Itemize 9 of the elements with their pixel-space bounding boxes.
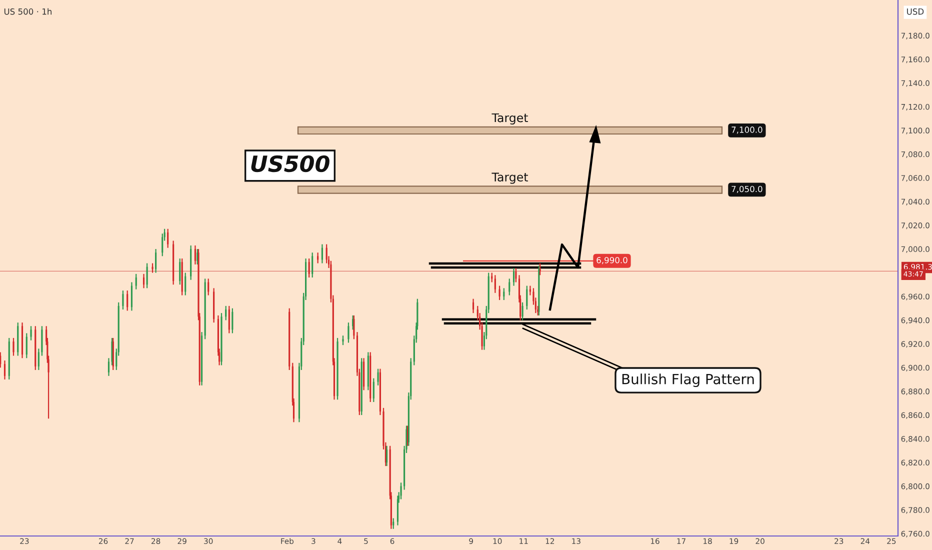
- text: US 500 · 1h: [4, 8, 52, 15]
- annotation: 7,050.0: [732, 186, 762, 194]
- band-label: Target: [492, 172, 528, 184]
- annotation: 7,100.0: [732, 126, 762, 134]
- annotation: US500: [251, 155, 330, 172]
- y-axis-title: USD: [907, 8, 924, 15]
- ref-line-label: 6,990.0: [596, 257, 628, 264]
- band-label: Target: [492, 113, 528, 125]
- annotation: Bullish Flag Pattern: [622, 374, 754, 388]
